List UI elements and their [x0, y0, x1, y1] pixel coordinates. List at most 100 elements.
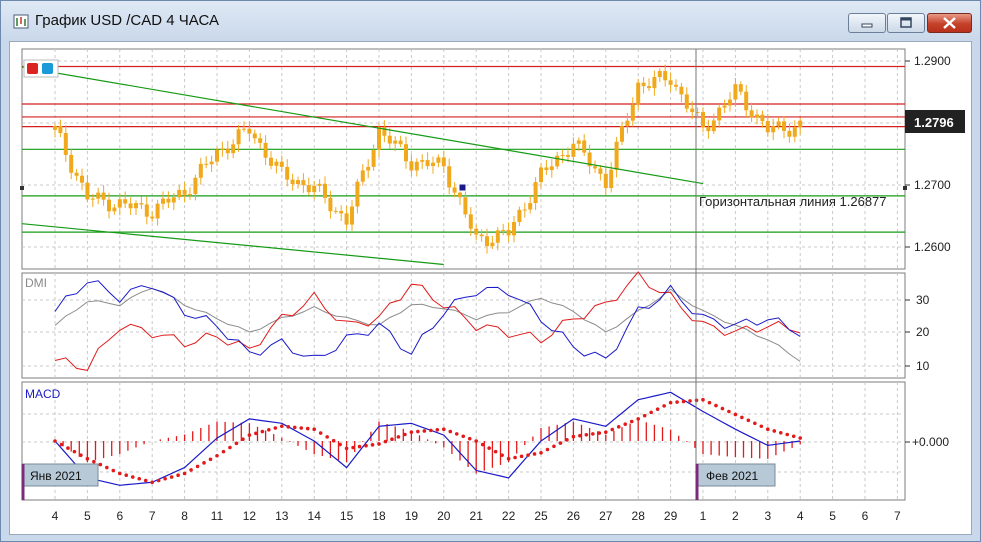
candle-body: [209, 161, 214, 165]
svg-text:Янв 2021: Янв 2021: [30, 469, 82, 483]
candle-body: [728, 99, 732, 106]
macd-zero-tick: +0.000: [912, 435, 949, 449]
candle-body: [128, 203, 133, 209]
candles: [53, 64, 803, 254]
candle-body: [166, 198, 171, 203]
time-tick: 18: [372, 509, 386, 523]
candle-body: [328, 197, 333, 212]
title-bar[interactable]: График USD /CAD 4 ЧАСА: [1, 1, 980, 41]
signal-dot: [526, 453, 530, 457]
candle-body: [296, 180, 300, 185]
current-price-badge: 1.2796: [905, 110, 965, 133]
signal-dot: [416, 429, 420, 434]
signal-dot: [513, 455, 517, 460]
time-tick: 22: [502, 509, 516, 523]
minimize-button[interactable]: [848, 13, 886, 33]
line-handle-mid[interactable]: [458, 183, 467, 192]
candle-body: [614, 141, 619, 170]
candle-body: [701, 112, 705, 128]
dmi-panel[interactable]: [21, 272, 906, 379]
signal-dot: [176, 473, 180, 478]
signal-dot: [150, 480, 154, 485]
candle-body: [377, 127, 381, 151]
svg-text:1.2796: 1.2796: [914, 115, 954, 130]
signal-dot: [532, 452, 537, 456]
price-tick: 1.2900: [914, 54, 951, 68]
candle-body: [620, 126, 624, 142]
candle-body: [414, 161, 419, 171]
candle-body: [171, 197, 176, 203]
time-tick: 26: [567, 509, 581, 523]
candle-body: [560, 155, 565, 157]
candle-body: [279, 161, 284, 167]
signal-dot: [616, 425, 621, 429]
signal-dot: [448, 429, 453, 434]
candle-body: [269, 157, 273, 166]
horizontal-line-label[interactable]: Горизонтальная линия 1.26877: [699, 194, 887, 209]
signal-dot: [429, 428, 433, 433]
dmi-axis: 30 20 10: [905, 293, 930, 373]
signal-dot: [707, 400, 712, 405]
chart-client-area[interactable]: 1.2900 1.2700 1.2600 1.2796 Горизонтальн…: [9, 41, 972, 535]
line-handle-right[interactable]: [903, 186, 907, 190]
signal-dot: [662, 404, 666, 408]
candle-body: [398, 140, 403, 145]
candle-body: [225, 148, 230, 154]
candle-body: [53, 126, 57, 130]
time-tick: 19: [405, 509, 419, 523]
candle-body: [571, 143, 576, 157]
candle-body: [139, 203, 144, 205]
candle-body: [517, 209, 522, 223]
chart-svg[interactable]: 1.2900 1.2700 1.2600 1.2796 Горизонтальн…: [10, 42, 971, 534]
signal-dot: [163, 476, 167, 481]
candle-body: [350, 206, 354, 225]
signal-dot: [454, 432, 459, 436]
candle-body: [674, 84, 678, 87]
candle-body: [755, 114, 759, 118]
candle-body: [468, 214, 473, 229]
signal-dot: [137, 476, 142, 481]
signal-dot: [435, 427, 440, 432]
signal-dot: [727, 409, 731, 414]
candle-body: [393, 140, 398, 144]
minus-di-line: [54, 280, 801, 359]
horizontal-levels: [22, 65, 905, 233]
signal-dot: [558, 441, 563, 445]
candle-body: [452, 187, 457, 193]
plus-di-line: [54, 271, 801, 371]
signal-dot: [519, 454, 524, 459]
time-tick: 4: [52, 509, 59, 523]
candle-body: [290, 179, 295, 185]
signal-dot: [338, 442, 342, 447]
candle-body: [436, 157, 441, 163]
candle-body: [636, 82, 641, 105]
red-square-icon[interactable]: [27, 63, 38, 74]
candle-body: [641, 82, 646, 87]
dmi-label: DMI: [25, 276, 47, 290]
svg-text:Фев 2021: Фев 2021: [706, 469, 759, 483]
line-handle-left[interactable]: [20, 186, 24, 190]
candle-body: [117, 199, 122, 208]
minimize-icon: [861, 23, 873, 28]
maximize-button[interactable]: [887, 13, 925, 33]
signal-dot: [98, 462, 103, 467]
candle-body: [549, 166, 554, 171]
time-tick: 7: [149, 509, 156, 523]
signal-dot: [753, 421, 757, 426]
candle-body: [323, 183, 327, 198]
signal-dot: [759, 424, 764, 429]
signal-dot: [305, 426, 310, 431]
candle-body: [220, 148, 225, 150]
signal-dot: [247, 433, 252, 437]
signal-dot: [273, 426, 278, 430]
time-tick: 7: [894, 509, 901, 523]
chart-mini-toolbar[interactable]: [23, 59, 59, 78]
close-button[interactable]: [927, 13, 972, 33]
candle-body: [182, 189, 187, 195]
candle-body: [112, 207, 117, 212]
candle-body: [242, 128, 246, 130]
signal-dot: [772, 429, 777, 433]
signal-dot: [597, 431, 602, 435]
blue-square-icon[interactable]: [42, 63, 53, 74]
signal-dot: [105, 465, 109, 470]
